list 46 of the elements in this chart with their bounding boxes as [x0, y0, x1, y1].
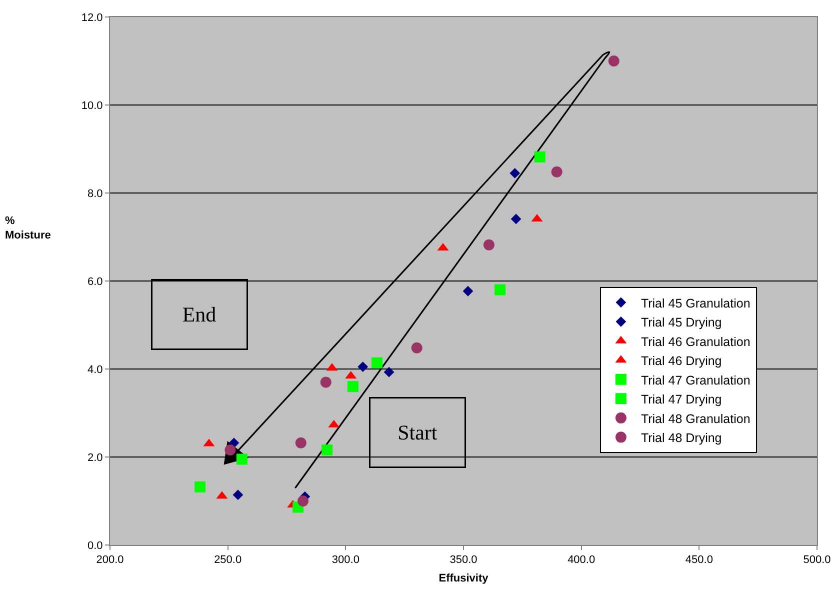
y-tick-label: 10.0: [81, 100, 103, 112]
point: [320, 376, 332, 388]
point: [510, 214, 522, 224]
annotation: End: [182, 302, 217, 326]
point: [384, 366, 394, 378]
x-tick-label: 450.0: [685, 554, 713, 566]
point: [372, 357, 383, 368]
y-axis-title: % Moisture: [5, 215, 51, 242]
point: [347, 381, 358, 392]
point: [534, 151, 546, 162]
y-tick-label: 2.0: [88, 452, 103, 464]
legend-label: Trial 48 Drying: [640, 431, 722, 446]
y-tick-label: 4.0: [88, 364, 103, 376]
x-tick-label: 300.0: [332, 554, 360, 566]
x-tick-label: 500.0: [803, 554, 831, 566]
point: [322, 444, 333, 456]
point: [483, 239, 494, 250]
point: [236, 454, 248, 465]
y-tick-label: 6.0: [88, 276, 103, 288]
point: [462, 286, 474, 296]
legend-label: Trial 45 Drying: [640, 316, 722, 330]
legend-label: Trial 46 Granulation: [640, 334, 750, 349]
point: [608, 56, 620, 66]
legend-label: Trial 47 Granulation: [640, 373, 750, 388]
point: [295, 437, 306, 448]
point: [551, 166, 562, 178]
annotation: Start: [398, 420, 438, 444]
point: [494, 284, 506, 296]
y-tick-label: 0.0: [88, 540, 103, 552]
legend-label: Trial 45 Granulation: [640, 296, 750, 310]
point: [232, 490, 244, 500]
x-tick-label: 200.0: [96, 554, 124, 566]
x-axis-title: Effusivity: [438, 572, 490, 584]
x-tick-label: 250.0: [214, 554, 242, 566]
y-tick-label: 12.0: [81, 12, 103, 24]
point: [358, 362, 368, 372]
y-tick-label: 8.0: [88, 188, 103, 200]
x-tick-label: 350.0: [450, 554, 478, 566]
point: [194, 481, 206, 492]
point: [298, 496, 309, 506]
legend-label: Trial 47 Drying: [640, 392, 722, 407]
point: [411, 342, 422, 354]
x-tick-label: 400.0: [568, 554, 596, 566]
legend-label: Trial 46 Drying: [640, 354, 722, 368]
point: [510, 168, 520, 178]
legend-label: Trial 48 Granulation: [640, 412, 750, 426]
